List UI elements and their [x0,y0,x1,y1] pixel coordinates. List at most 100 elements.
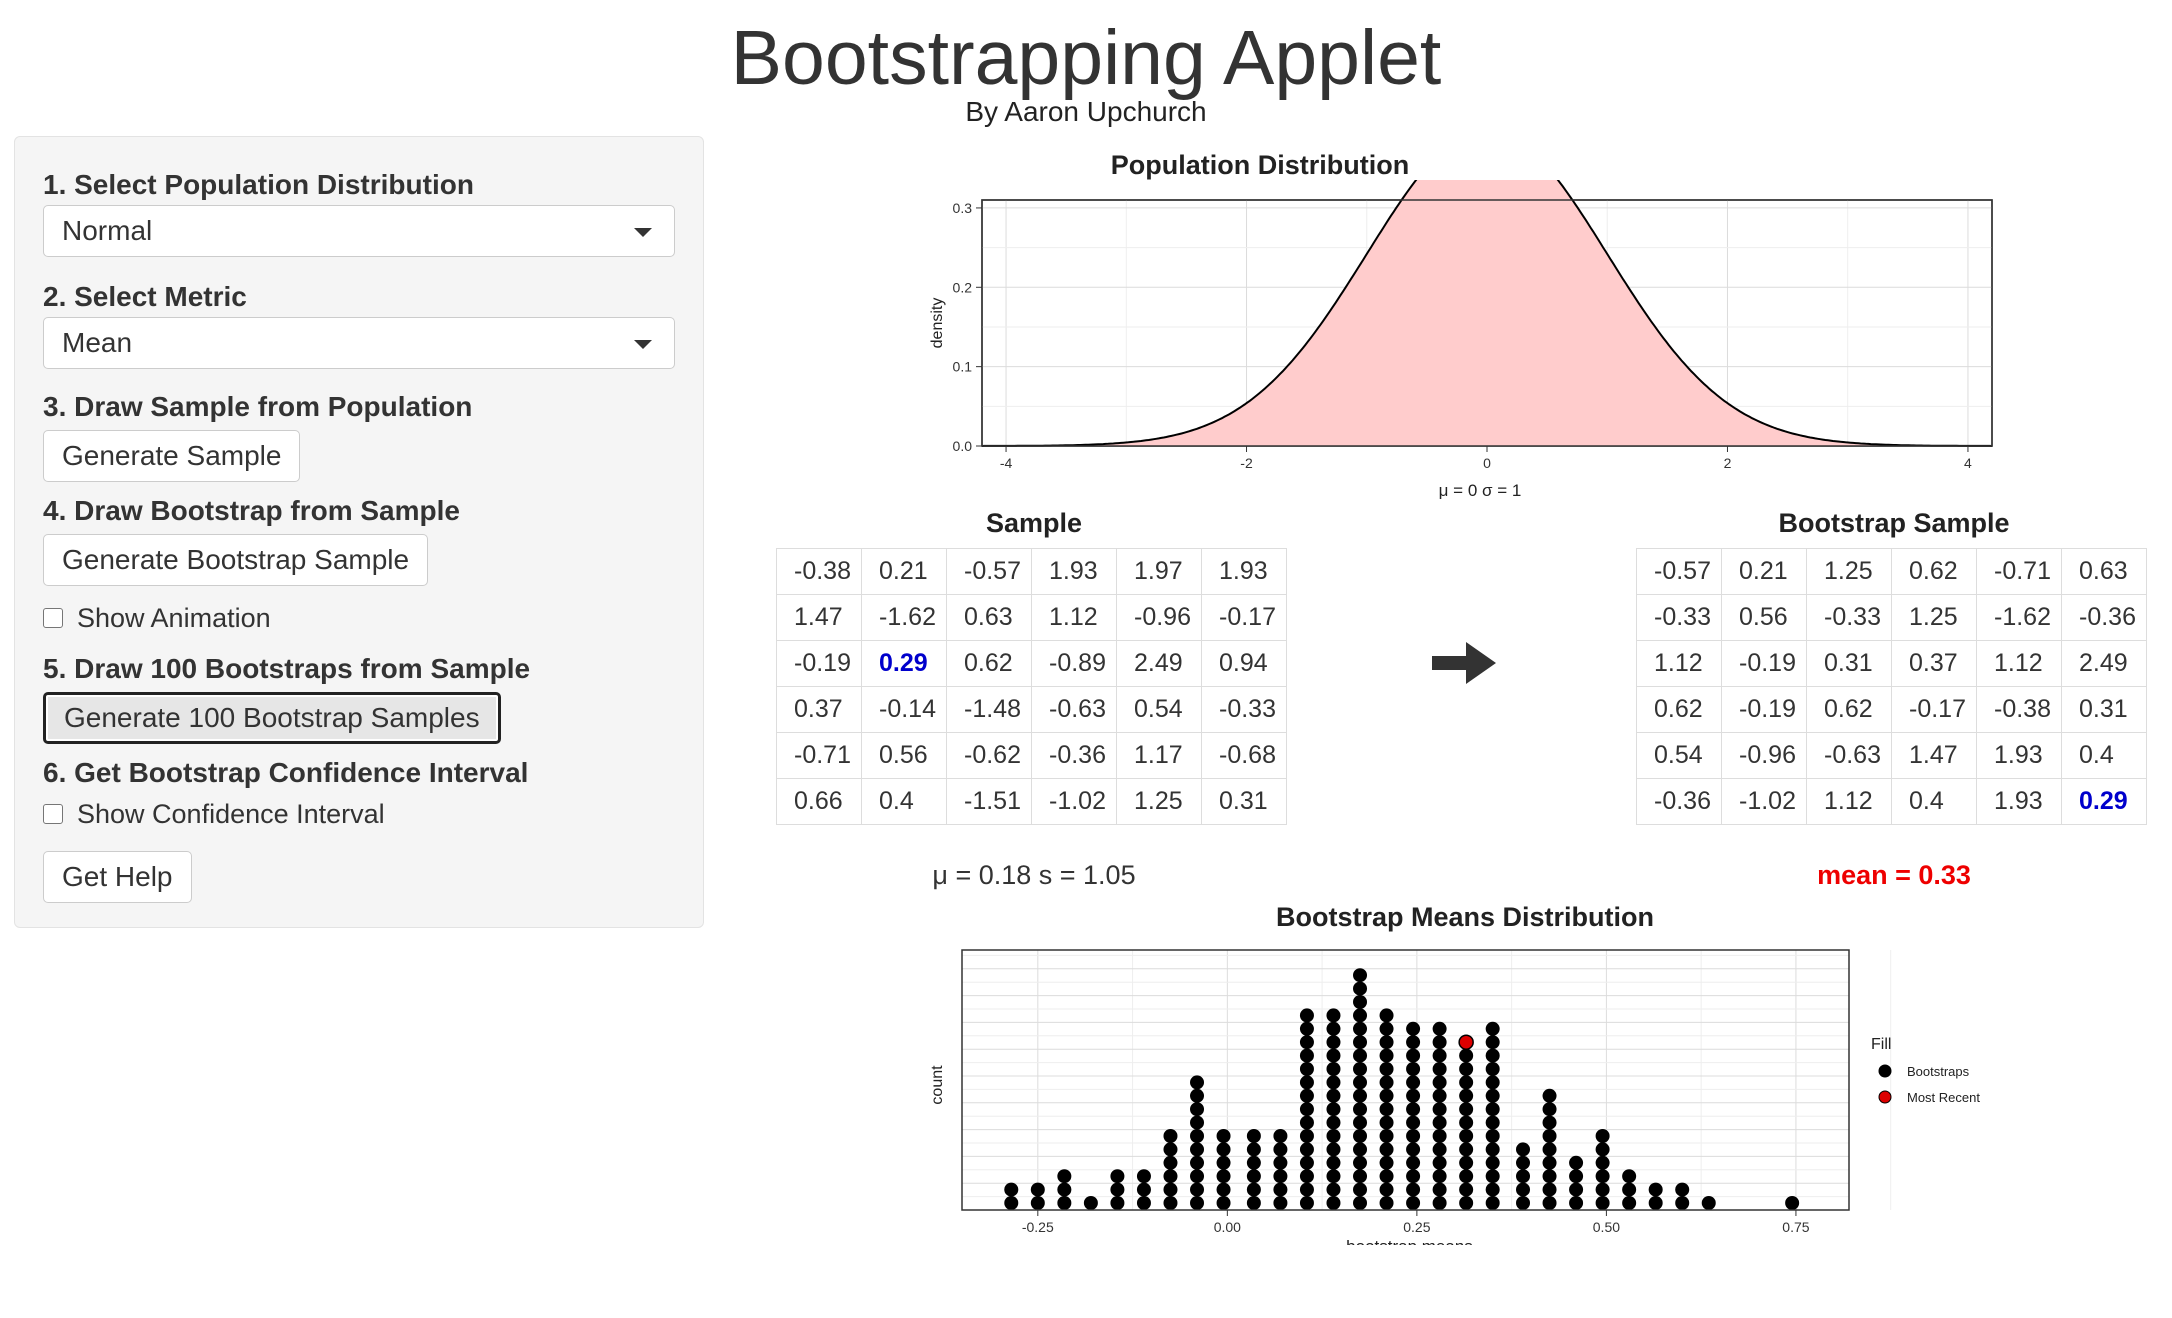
x-axis-label: μ = 0 σ = 1 [1439,481,1522,500]
bootstrap-dot [1432,1182,1447,1197]
bootstrap-dot [1326,1169,1341,1184]
bootstrap-dot [1299,1169,1314,1184]
bootstrap-dot [1299,1035,1314,1050]
bootstrap-dot [1136,1169,1151,1184]
bootstrap-dot [1459,1169,1474,1184]
bootstrap-dot [1246,1142,1261,1157]
bootstrap-dot [1406,1021,1421,1036]
bootstrap-dot [1030,1196,1045,1210]
sample-cell: 0.94 [1201,640,1287,687]
bootstrap-dot [1459,1062,1474,1076]
app-title: Bootstrapping Applet [730,15,1442,101]
sample-cell: 0.4 [861,778,947,825]
bootstrap-dot [1569,1182,1584,1197]
bootstrap-sample-title: Bootstrap Sample [1778,508,2010,538]
bootstrap-dot [1273,1169,1288,1184]
metric-select-value: Mean [62,327,133,358]
x-axis-label: bootstrap means [1346,1237,1473,1245]
bootstrap-dot [1379,1008,1394,1023]
bootstrap-dot [1595,1129,1610,1143]
sample-cell: 0.63 [946,594,1032,641]
bootstrap-dot [1246,1129,1261,1143]
generate-bootstrap-button[interactable]: Generate Bootstrap Sample [43,534,429,586]
bootstrap-means-title: Bootstrap Means Distribution [1275,902,1654,932]
generate-100-bootstraps-button[interactable]: Generate 100 Bootstrap Samples [43,692,501,744]
bootstrap-cell: 1.25 [1891,594,1977,641]
bootstrap-dot [1057,1169,1072,1184]
bootstrap-means-plot: -0.25 0.00 0.25 0.50 0.75 count bootstrap mean… [929,949,1980,1245]
distribution-select[interactable]: Normal [43,205,675,257]
show-ci-checkbox-row[interactable]: Show Confidence Interval [43,799,385,830]
bootstrap-dot [1190,1088,1205,1103]
sample-cell: -1.02 [1031,778,1117,825]
bootstrap-dot [1353,1102,1368,1117]
bootstrap-dot [1379,1182,1394,1197]
sample-cell: -0.63 [1031,686,1117,733]
sample-cell: -1.62 [861,594,947,641]
bootstrap-dot [1459,1075,1474,1090]
bootstrap-dot [1648,1182,1663,1197]
bootstrap-dot [1326,1129,1341,1143]
bootstrap-dot [1485,1155,1500,1170]
bootstrap-dot [1246,1196,1261,1210]
bootstrap-dot [1326,1088,1341,1103]
show-ci-checkbox[interactable] [43,803,63,824]
density-curve [981,180,1993,447]
bootstrap-dot [1326,1075,1341,1090]
sample-cell: 0.21 [861,548,947,595]
bootstrap-dot [1542,1088,1557,1103]
sample-cell: -0.96 [1116,594,1202,641]
bootstrap-cell: -0.71 [1976,548,2062,595]
bootstrap-dot [1136,1196,1151,1210]
bootstrap-dot [1110,1196,1125,1210]
chevron-down-icon [634,228,652,237]
bootstrap-dot [1379,1088,1394,1103]
bootstrap-dot [1516,1196,1531,1210]
bootstrap-dot [1569,1169,1584,1184]
bootstrap-dot [1190,1182,1205,1197]
bootstrap-dot [1110,1182,1125,1197]
distribution-select-value: Normal [62,215,153,246]
bootstrap-row: -0.57 0.21 1.25 0.62 -0.71 0.63 [1636,548,2147,595]
show-animation-checkbox-row[interactable]: Show Animation [43,603,271,634]
bootstrap-cell: 0.29 [2061,778,2147,825]
bootstrap-dot [1675,1196,1690,1210]
bootstrap-row: 1.12 -0.19 0.31 0.37 1.12 2.49 [1636,640,2147,687]
plot-panel [962,950,1849,1210]
sample-row: -0.19 0.29 0.62 -0.89 2.49 0.94 [776,640,1287,687]
bootstrap-dot [1432,1075,1447,1090]
sample-cell: 0.31 [1201,778,1287,825]
sample-cell: -0.36 [1031,732,1117,779]
bootstrap-cell: -0.38 [1976,686,2062,733]
bootstrap-dot [1485,1088,1500,1103]
generate-sample-button[interactable]: Generate Sample [43,430,301,482]
bootstrap-dot [1246,1182,1261,1197]
sample-stats: μ = 0.18 s = 1.05 [932,860,1136,890]
population-distribution-plot: -4 -2 0 2 4 0.0 0.1 0.2 0.3 density μ = 0 σ = 1 [929,180,1993,500]
sample-cell: 0.62 [946,640,1032,687]
bootstrap-dot [1406,1035,1421,1050]
plot-border [961,949,1850,1211]
x-tick-label: 0 [1483,455,1491,471]
bootstrap-row: -0.36 -1.02 1.12 0.4 1.93 0.29 [1636,778,2147,825]
bootstrap-dot [1406,1088,1421,1103]
show-animation-checkbox[interactable] [43,607,63,628]
bootstrap-dot [1353,981,1368,996]
bootstrap-dot [1379,1048,1394,1063]
bootstrap-dot [1246,1169,1261,1184]
bootstrap-dot [1406,1075,1421,1090]
bootstrap-dot [1379,1115,1394,1130]
sample-cell: -0.14 [861,686,947,733]
bootstrap-dot [1163,1142,1178,1157]
bootstrap-dot [1459,1155,1474,1170]
bootstrap-dot [1406,1102,1421,1117]
bootstrap-dot [1326,1048,1341,1063]
bootstrap-dot [1299,1048,1314,1063]
x-tick-label: -4 [1000,455,1013,471]
metric-select[interactable]: Mean [43,317,675,369]
get-help-button[interactable]: Get Help [43,851,192,903]
sample-cell: 1.93 [1201,548,1287,595]
bootstrap-dot [1163,1182,1178,1197]
sample-cell: -0.19 [776,640,862,687]
bootstrap-dot [1406,1196,1421,1210]
